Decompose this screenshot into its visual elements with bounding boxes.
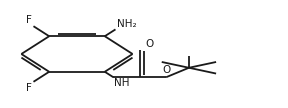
- Text: NH: NH: [114, 78, 130, 88]
- Text: O: O: [162, 65, 170, 75]
- Text: O: O: [145, 39, 154, 49]
- Text: F: F: [26, 15, 32, 25]
- Text: NH₂: NH₂: [117, 19, 137, 29]
- Text: F: F: [26, 83, 32, 93]
